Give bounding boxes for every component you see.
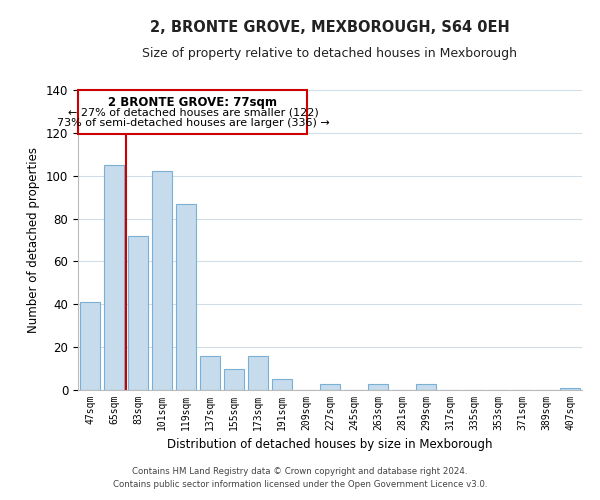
Bar bbox=[272, 380, 292, 390]
Text: 73% of semi-detached houses are larger (336) →: 73% of semi-detached houses are larger (… bbox=[56, 118, 329, 128]
Text: Contains HM Land Registry data © Crown copyright and database right 2024.: Contains HM Land Registry data © Crown c… bbox=[132, 467, 468, 476]
Bar bbox=[224, 368, 244, 390]
Bar bbox=[320, 384, 340, 390]
Bar bbox=[152, 172, 172, 390]
Bar bbox=[200, 356, 220, 390]
Text: 2 BRONTE GROVE: 77sqm: 2 BRONTE GROVE: 77sqm bbox=[109, 96, 277, 109]
Text: Contains public sector information licensed under the Open Government Licence v3: Contains public sector information licen… bbox=[113, 480, 487, 489]
Y-axis label: Number of detached properties: Number of detached properties bbox=[28, 147, 40, 333]
Bar bbox=[368, 384, 388, 390]
Bar bbox=[560, 388, 580, 390]
Bar bbox=[104, 165, 124, 390]
FancyBboxPatch shape bbox=[78, 90, 307, 134]
Bar bbox=[128, 236, 148, 390]
Text: Size of property relative to detached houses in Mexborough: Size of property relative to detached ho… bbox=[143, 48, 517, 60]
Bar bbox=[80, 302, 100, 390]
Bar bbox=[248, 356, 268, 390]
Text: ← 27% of detached houses are smaller (122): ← 27% of detached houses are smaller (12… bbox=[68, 108, 318, 118]
Bar bbox=[176, 204, 196, 390]
Text: 2, BRONTE GROVE, MEXBOROUGH, S64 0EH: 2, BRONTE GROVE, MEXBOROUGH, S64 0EH bbox=[150, 20, 510, 35]
Bar bbox=[416, 384, 436, 390]
X-axis label: Distribution of detached houses by size in Mexborough: Distribution of detached houses by size … bbox=[167, 438, 493, 452]
